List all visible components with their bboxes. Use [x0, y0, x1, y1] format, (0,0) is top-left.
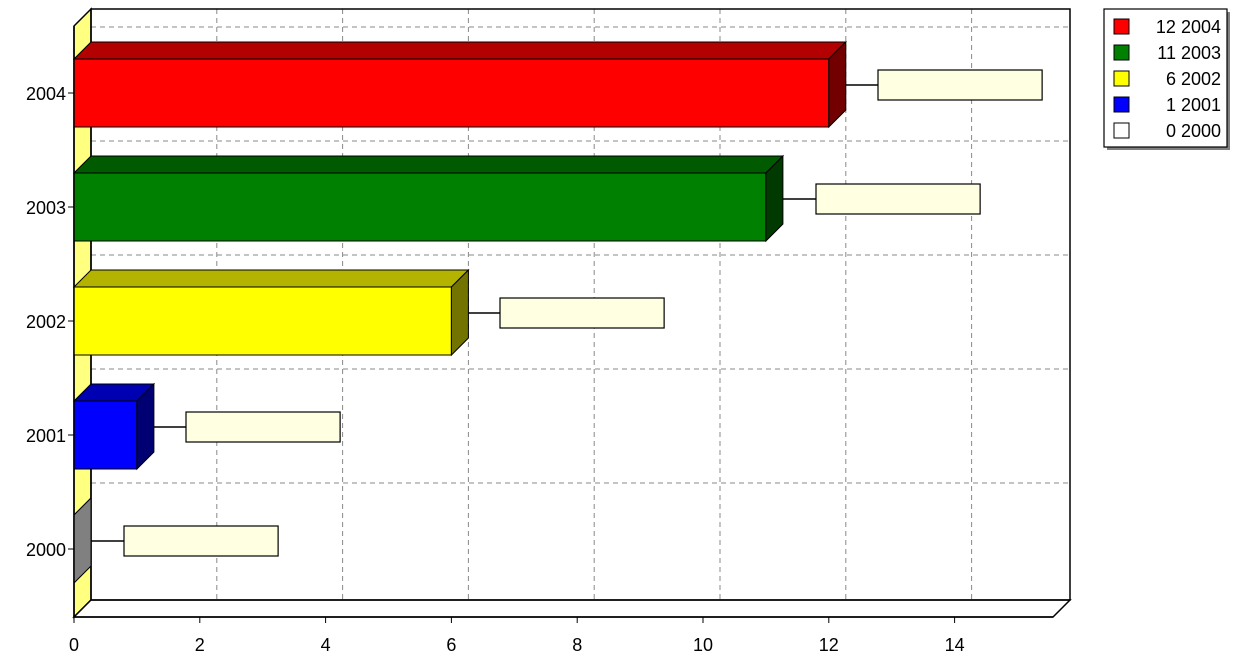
legend: 12 2004 11 2003 6 2002 1 2001 0 2000: [1103, 8, 1230, 150]
bar-side-face: [828, 40, 847, 129]
bar-front-face: [73, 172, 767, 242]
data-label-callout: 2001 3.3 % of 30: [153, 411, 341, 443]
data-label-callout: 2002 20.0 % of 30: [468, 297, 665, 329]
legend-entry: 11 2003: [1157, 43, 1221, 63]
bar-top-face: [72, 41, 848, 60]
floor: [72, 599, 1072, 618]
legend-entry: 0 2000: [1166, 121, 1221, 141]
data-label-callout: 2004 40.0 % of 30: [845, 69, 1043, 101]
legend-entry: 6 2002: [1166, 69, 1221, 89]
x-tick-label: 4: [321, 635, 331, 655]
axes: 0 2 4 6 8 10 12 14 2000 2001 2002 2003 2004: [26, 26, 1053, 655]
bar-2002: [72, 268, 470, 357]
data-label-box: [185, 411, 341, 443]
bar-2003: [72, 154, 785, 243]
x-tick-label: 8: [572, 635, 582, 655]
bar-2001: [72, 382, 156, 471]
y-tick-label: 2002: [26, 312, 66, 332]
x-tick-label: 2: [195, 635, 205, 655]
y-tick-label: 2000: [26, 540, 66, 560]
legend-swatch: [1113, 18, 1130, 35]
data-label-box: [499, 297, 665, 329]
bar-side-face: [450, 268, 469, 357]
bar-top-face: [72, 155, 785, 174]
legend-swatch: [1113, 44, 1130, 61]
x-tick-label: 0: [69, 635, 79, 655]
data-label-callout: 2003 36.7 % of 30: [782, 183, 981, 215]
legend-entry: 12 2004: [1156, 17, 1221, 37]
x-tick-label: 6: [446, 635, 456, 655]
bars: [72, 40, 848, 585]
legend-swatch: [1113, 70, 1130, 87]
data-label-callout: 2000 0.0 % of 30: [91, 525, 279, 557]
data-label-box: [815, 183, 981, 215]
data-label-box: [123, 525, 279, 557]
y-tick-label: 2003: [26, 198, 66, 218]
legend-entry: 1 2001: [1166, 95, 1221, 115]
y-tick-label: 2004: [26, 84, 66, 104]
data-label-box: [877, 69, 1043, 101]
bar-side-face: [136, 382, 155, 471]
bar-front-face: [73, 400, 138, 470]
bar-front-face: [73, 286, 452, 356]
x-tick-label: 10: [693, 635, 713, 655]
bar-side-face: [765, 154, 784, 243]
legend-swatch: [1113, 96, 1130, 113]
legend-swatch: [1113, 122, 1130, 139]
data-labels: 2000 0.0 % of 30 2001 3.3 % of 30 2002 20.…: [91, 69, 1043, 557]
y-tick-label: 2001: [26, 426, 66, 446]
bar-front-face: [73, 58, 830, 128]
bar-2004: [72, 40, 848, 129]
grid: [91, 9, 1070, 600]
x-tick-label: 14: [945, 635, 965, 655]
bar-top-face: [72, 269, 470, 288]
x-tick-label: 12: [819, 635, 839, 655]
